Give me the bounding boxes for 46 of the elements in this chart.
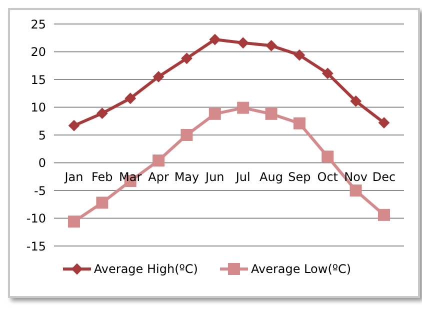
- point: [180, 129, 193, 141]
- point: [68, 120, 80, 132]
- point: [124, 92, 136, 104]
- point: [237, 102, 250, 114]
- point: [378, 208, 390, 221]
- y-tick-label: -5: [34, 184, 46, 198]
- x-tick-label: Jul: [234, 170, 250, 184]
- point: [68, 216, 80, 228]
- y-tick-label: 0: [38, 156, 46, 170]
- point: [322, 150, 334, 163]
- legend-label: Average Low(ºC): [250, 262, 352, 276]
- x-tick-label: Oct: [317, 170, 338, 184]
- point: [350, 184, 362, 196]
- y-tick-label: -10: [26, 212, 46, 226]
- x-tick-label: May: [174, 170, 200, 184]
- point: [152, 154, 165, 167]
- point: [266, 40, 277, 52]
- x-tick-label: Jan: [64, 170, 84, 184]
- x-tick-label: Mar: [119, 170, 142, 184]
- y-tick-label: 20: [30, 45, 46, 60]
- x-tick-label: Nov: [344, 170, 368, 184]
- y-tick-label: 5: [38, 128, 46, 142]
- point: [294, 50, 305, 61]
- y-tick-label: 10: [30, 100, 46, 115]
- y-tick-label: -15: [26, 239, 46, 254]
- point: [265, 108, 278, 120]
- x-tick-label: Jun: [204, 170, 224, 184]
- x-tick-label: Dec: [372, 170, 396, 184]
- point: [293, 117, 306, 130]
- x-tick-label: Apr: [148, 170, 169, 184]
- point: [238, 37, 249, 48]
- point: [378, 117, 390, 128]
- x-tick-label: Aug: [260, 170, 283, 184]
- point: [208, 108, 221, 120]
- point: [153, 71, 164, 82]
- point: [322, 68, 334, 79]
- y-tick-label: 25: [30, 17, 46, 32]
- point: [350, 96, 362, 107]
- point: [96, 108, 108, 119]
- point: [96, 196, 108, 209]
- point: [181, 52, 192, 64]
- x-tick-label: Feb: [92, 170, 113, 184]
- x-tick-label: Sep: [288, 170, 311, 184]
- point: [209, 34, 220, 46]
- legend-label: Average High(ºC): [94, 262, 198, 276]
- y-tick-label: 15: [30, 72, 46, 87]
